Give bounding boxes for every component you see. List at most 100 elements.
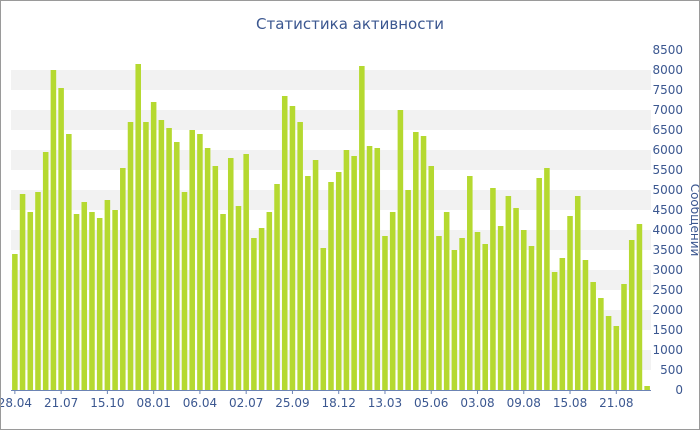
bar bbox=[590, 282, 596, 390]
bar bbox=[120, 168, 126, 390]
bar bbox=[366, 146, 373, 390]
x-tick-label: 08.01 bbox=[136, 396, 170, 410]
y-tick-label: 4000 bbox=[652, 223, 683, 237]
bar bbox=[158, 120, 165, 390]
x-tick-label: 02.07 bbox=[229, 396, 263, 410]
bar bbox=[351, 156, 357, 390]
y-tick-label: 8000 bbox=[652, 63, 683, 77]
bar bbox=[505, 196, 512, 390]
bar bbox=[235, 206, 242, 390]
bar bbox=[382, 236, 388, 390]
bar bbox=[204, 148, 211, 390]
y-tick-label: 3000 bbox=[652, 263, 683, 277]
x-tick-label: 21.07 bbox=[44, 396, 78, 410]
y-tick-label: 6500 bbox=[652, 123, 683, 137]
bar bbox=[150, 102, 157, 390]
bar bbox=[181, 192, 188, 390]
bar bbox=[497, 226, 504, 390]
bar bbox=[621, 284, 627, 390]
x-tick-label: 21.08 bbox=[599, 396, 633, 410]
x-tick-label: 15.10 bbox=[90, 396, 124, 410]
bar bbox=[274, 184, 280, 390]
bar bbox=[81, 202, 88, 390]
bar bbox=[613, 326, 620, 390]
bar bbox=[513, 208, 519, 390]
bar bbox=[335, 172, 342, 390]
x-tick-label: 06.04 bbox=[183, 396, 217, 410]
bar bbox=[644, 386, 650, 390]
bar bbox=[328, 182, 334, 390]
bar bbox=[19, 194, 26, 390]
bar bbox=[127, 122, 134, 390]
bar bbox=[374, 148, 381, 390]
bar bbox=[73, 214, 80, 390]
x-tick-label: 18.12 bbox=[322, 396, 356, 410]
y-tick-label: 1500 bbox=[652, 323, 683, 337]
grid-band bbox=[11, 150, 651, 170]
grid-band bbox=[11, 70, 651, 90]
bar bbox=[297, 122, 303, 390]
bar bbox=[135, 64, 141, 390]
bar bbox=[243, 154, 249, 390]
x-tick-label: 28.04 bbox=[1, 396, 32, 410]
x-tick-label: 15.08 bbox=[553, 396, 587, 410]
bar bbox=[212, 166, 219, 390]
bar bbox=[636, 224, 643, 390]
bar bbox=[482, 244, 488, 390]
bar bbox=[104, 200, 111, 390]
bar bbox=[35, 192, 41, 390]
bar bbox=[389, 212, 396, 390]
bar bbox=[42, 152, 49, 390]
y-tick-label: 2500 bbox=[652, 283, 683, 297]
bar bbox=[197, 134, 203, 390]
y-tick-label: 7500 bbox=[652, 83, 683, 97]
bar bbox=[320, 248, 327, 390]
bar bbox=[96, 218, 103, 390]
bar bbox=[266, 212, 273, 390]
y-tick-label: 0 bbox=[675, 383, 683, 397]
bar bbox=[27, 212, 34, 390]
y-tick-label: 8500 bbox=[652, 43, 683, 57]
bar bbox=[58, 88, 64, 390]
bar bbox=[528, 246, 535, 390]
y-tick-label: 5000 bbox=[652, 183, 683, 197]
bar bbox=[559, 258, 566, 390]
bar bbox=[174, 142, 180, 390]
bar bbox=[436, 236, 442, 390]
grid-band bbox=[11, 110, 651, 130]
bar bbox=[413, 132, 419, 390]
x-tick-label: 05.06 bbox=[414, 396, 448, 410]
bar bbox=[459, 238, 465, 390]
bar bbox=[521, 230, 527, 390]
bar bbox=[359, 66, 365, 390]
bar bbox=[405, 190, 411, 390]
bar bbox=[281, 96, 288, 390]
bar bbox=[605, 316, 612, 390]
y-tick-label: 5500 bbox=[652, 163, 683, 177]
bar bbox=[536, 178, 542, 390]
x-tick-label: 09.08 bbox=[507, 396, 541, 410]
y-tick-label: 1000 bbox=[652, 343, 683, 357]
y-tick-label: 7000 bbox=[652, 103, 683, 117]
bar bbox=[312, 160, 319, 390]
bar bbox=[490, 188, 496, 390]
y-tick-label: 2000 bbox=[652, 303, 683, 317]
bar bbox=[166, 128, 172, 390]
bar bbox=[251, 238, 257, 390]
bar bbox=[343, 150, 350, 390]
bar bbox=[544, 168, 550, 390]
bar bbox=[451, 250, 458, 390]
bar bbox=[628, 240, 635, 390]
x-tick-label: 25.09 bbox=[275, 396, 309, 410]
bar bbox=[227, 158, 234, 390]
y-tick-label: 4500 bbox=[652, 203, 683, 217]
bar bbox=[467, 176, 473, 390]
y-tick-label: 500 bbox=[660, 363, 683, 377]
bar bbox=[305, 176, 311, 390]
bar bbox=[66, 134, 72, 390]
bar bbox=[598, 298, 604, 390]
bar bbox=[551, 272, 558, 390]
y-axis-label: Сообщений bbox=[688, 184, 699, 257]
